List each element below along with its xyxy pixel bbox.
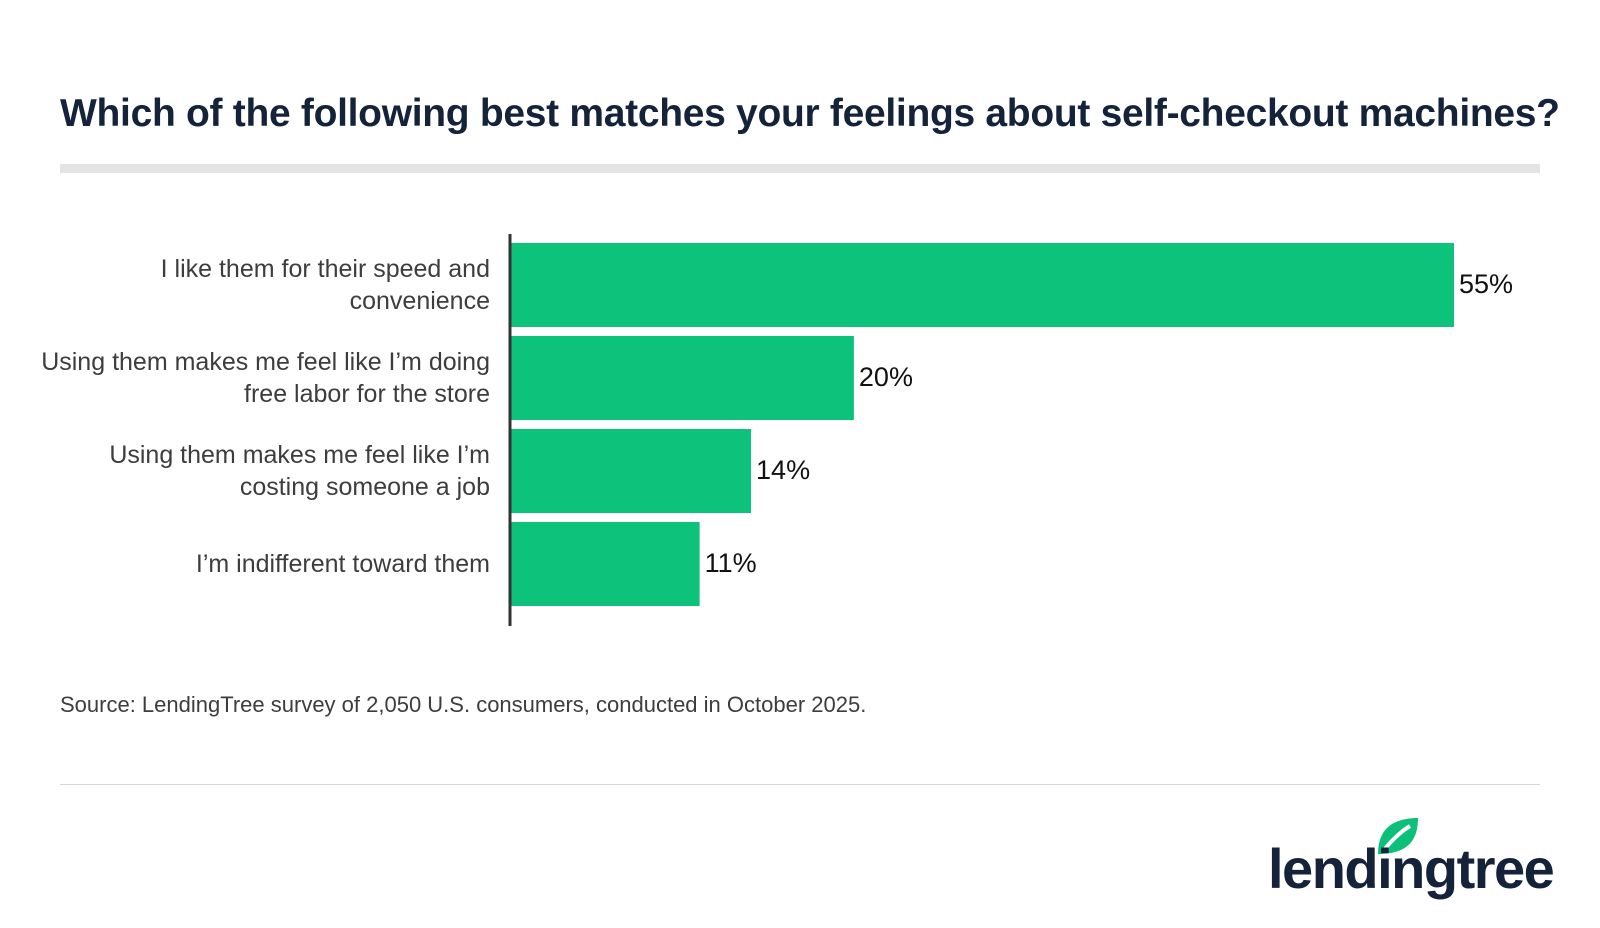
bar <box>511 336 854 420</box>
bar <box>511 429 752 513</box>
category-label: Using them makes me feel like I’m doing … <box>41 348 490 408</box>
chart-title: Which of the following best matches your… <box>60 92 1560 135</box>
logo-leaf <box>1378 818 1418 854</box>
value-label: 14% <box>756 455 810 485</box>
source: Source: LendingTree survey of 2,050 U.S.… <box>60 692 867 717</box>
footer-rule <box>60 784 1540 785</box>
value-label: 55% <box>1459 269 1513 299</box>
logo: lendingtree <box>1268 837 1555 900</box>
category-label: Using them makes me feel like I’m costin… <box>109 441 490 501</box>
category-label: I like them for their speed and convenie… <box>160 255 490 315</box>
value-label: 11% <box>705 548 757 578</box>
bar <box>511 243 1454 327</box>
value-label: 20% <box>859 362 913 392</box>
bar <box>511 522 700 606</box>
title-rule <box>60 164 1540 173</box>
category-label: I’m indifferent toward them <box>195 550 490 578</box>
